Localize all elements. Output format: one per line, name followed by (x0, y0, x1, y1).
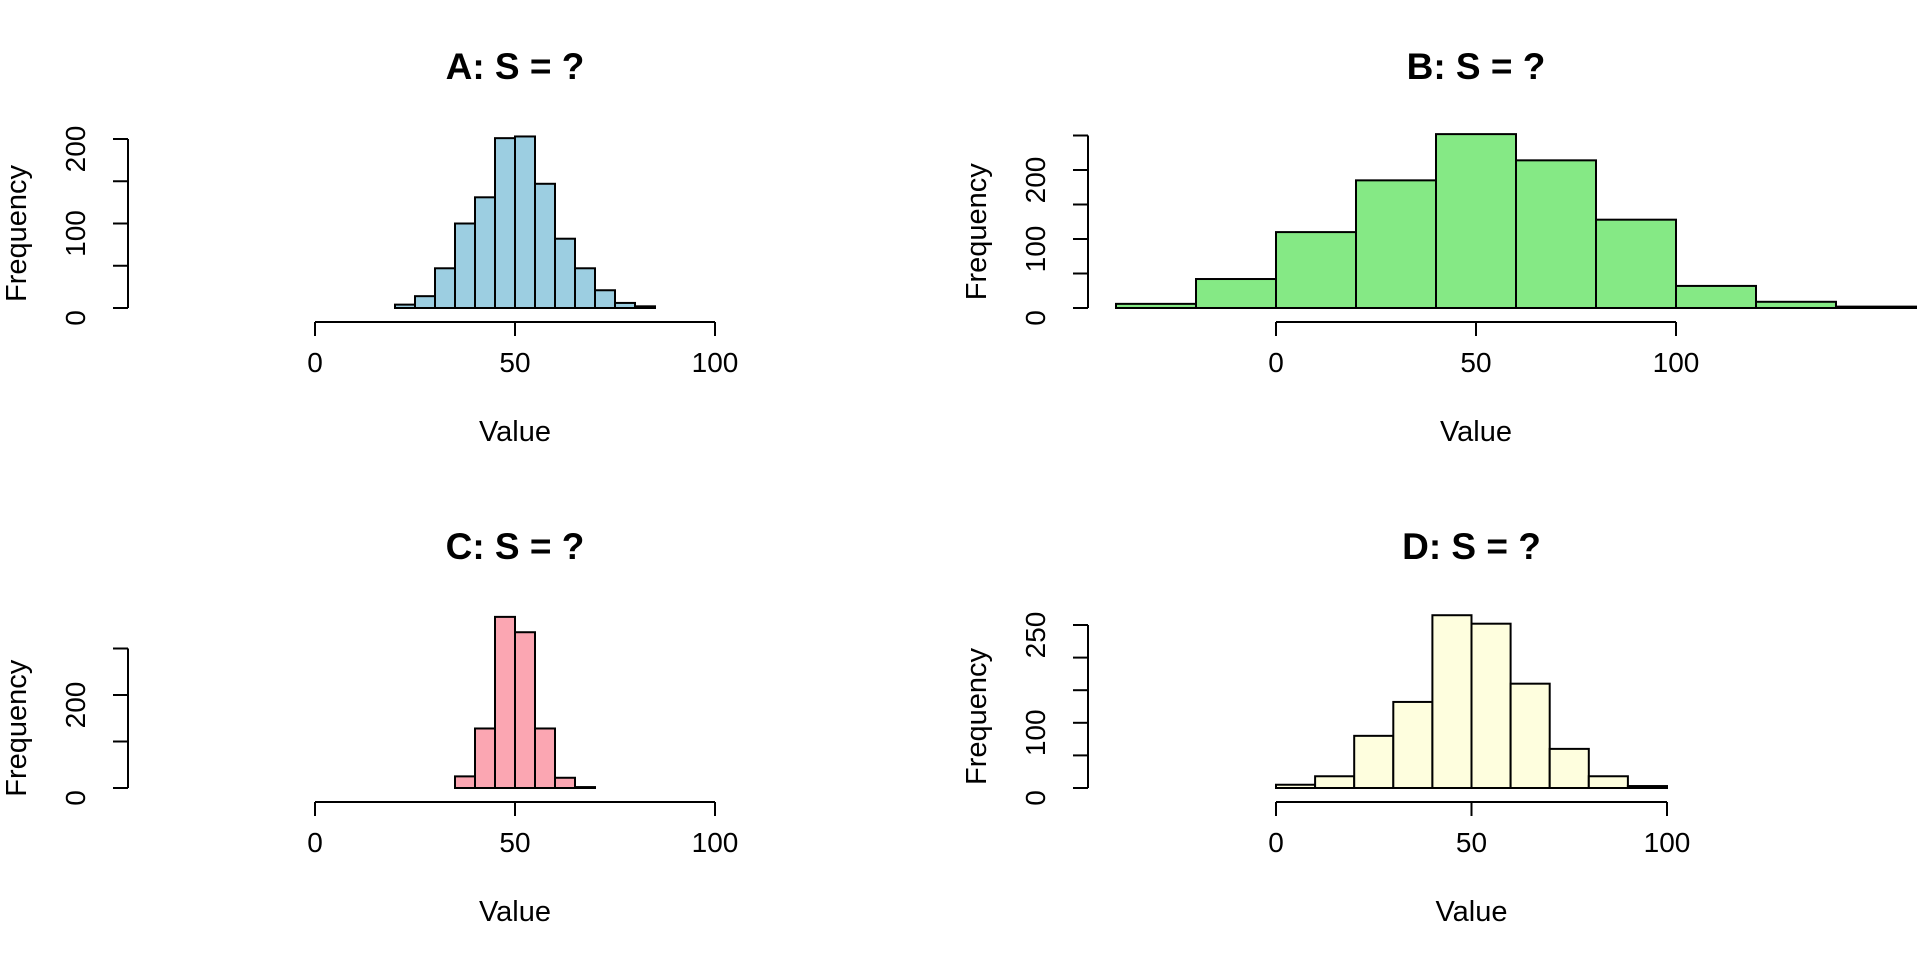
panel-A-bar-1 (414, 295, 436, 310)
panel-C-xlabel: Value (479, 896, 551, 928)
panel-A-bar-10 (594, 289, 616, 310)
panel-A-y-tick-label: 0 (60, 310, 91, 326)
panel-D-bar-8 (1587, 775, 1629, 790)
panel-D-x-tick-label: 50 (1456, 827, 1487, 858)
panel-B-y-tick-label: 0 (1020, 310, 1051, 326)
panel-A-xlabel: Value (479, 416, 551, 448)
panel-B-y-tick-label: 100 (1020, 226, 1051, 273)
panel-C-title: C: S = ? (446, 526, 585, 567)
panel-A-y-tick-label: 200 (60, 126, 91, 173)
histogram-panel-C: 0 200 Frequency 0 50 100 Value C: S = ? (1, 526, 738, 928)
panel-B-bar-2 (1275, 231, 1357, 310)
panel-D-y-tick-label: 0 (1020, 790, 1051, 806)
panel-B-title: B: S = ? (1407, 46, 1546, 87)
panel-B-x-tick-label: 50 (1460, 347, 1491, 378)
histogram-panel-D: 0 100 250 Frequency 0 50 100 Value D: S = ? (961, 526, 1690, 928)
panel-B-bar-4 (1435, 133, 1517, 309)
panel-C-bar-5 (554, 776, 576, 789)
panel-D-bar-3 (1392, 700, 1434, 790)
panel-A-bar-3 (454, 222, 476, 309)
panel-D-x-tick-label: 0 (1268, 827, 1284, 858)
panel-A-x-tick-label: 100 (692, 347, 739, 378)
panel-A-y-tick-label: 100 (60, 210, 91, 257)
panel-A-ylabel: Frequency (1, 164, 33, 302)
panel-C-bar-4 (534, 727, 556, 789)
panel-A-bar-2 (434, 267, 456, 310)
panel-C-bar-0 (454, 775, 476, 789)
panel-D-ylabel: Frequency (961, 647, 993, 785)
panel-C-x-tick-label: 50 (499, 827, 530, 858)
panel-C-x-tick-label: 0 (307, 827, 323, 858)
panel-A-bar-7 (534, 182, 556, 309)
panel-B-ylabel: Frequency (961, 163, 993, 301)
panel-D-bar-1 (1314, 775, 1356, 790)
panel-D-bar-6 (1509, 682, 1551, 789)
panel-C-bar-1 (474, 727, 496, 789)
panel-C-x-tick-label: 100 (692, 827, 739, 858)
panel-B-bar-5 (1515, 159, 1597, 309)
panel-C-bar-2 (494, 615, 516, 789)
panel-A-x-tick-label: 50 (499, 347, 530, 378)
panel-D-bar-7 (1548, 747, 1590, 790)
histogram-panel-B: 0 100 200 Frequency 0 50 100 Value B: S = ? (961, 46, 1917, 448)
panel-B-bar-1 (1195, 278, 1277, 309)
panel-C-y-tick-label: 0 (60, 790, 91, 806)
panel-C-bar-3 (514, 631, 536, 789)
panel-D-y-tick-label: 100 (1020, 709, 1051, 756)
panel-B-x-tick-label: 100 (1653, 347, 1700, 378)
panel-B-bar-7 (1675, 284, 1757, 310)
panel-A-bar-6 (514, 135, 536, 309)
panel-B-xlabel: Value (1440, 416, 1512, 448)
panel-D-bar-5 (1470, 622, 1512, 789)
panel-A-bar-8 (554, 237, 576, 310)
panel-A-bar-9 (574, 267, 596, 310)
panel-A-bar-5 (494, 137, 516, 309)
panel-B-bar-3 (1355, 179, 1437, 310)
panel-B-bar-6 (1595, 218, 1677, 309)
panel-D-title: D: S = ? (1402, 526, 1541, 567)
panel-B-y-tick-label: 200 (1020, 157, 1051, 204)
panel-B-x-tick-label: 0 (1268, 347, 1284, 378)
panel-D-bar-2 (1353, 734, 1395, 789)
panel-A-title: A: S = ? (446, 46, 585, 87)
panel-D-bar-4 (1431, 614, 1473, 789)
panel-A-bar-4 (474, 196, 496, 309)
histogram-panel-A: 0 100 200 Frequency 0 50 100 Value A: S = ? (1, 46, 738, 448)
panel-C-y-tick-label: 200 (60, 682, 91, 729)
panel-D-x-tick-label: 100 (1644, 827, 1691, 858)
panel-D-y-tick-label: 250 (1020, 612, 1051, 659)
panel-C-ylabel: Frequency (1, 659, 33, 797)
panel-D-xlabel: Value (1435, 896, 1507, 928)
panel-A-x-tick-label: 0 (307, 347, 323, 378)
